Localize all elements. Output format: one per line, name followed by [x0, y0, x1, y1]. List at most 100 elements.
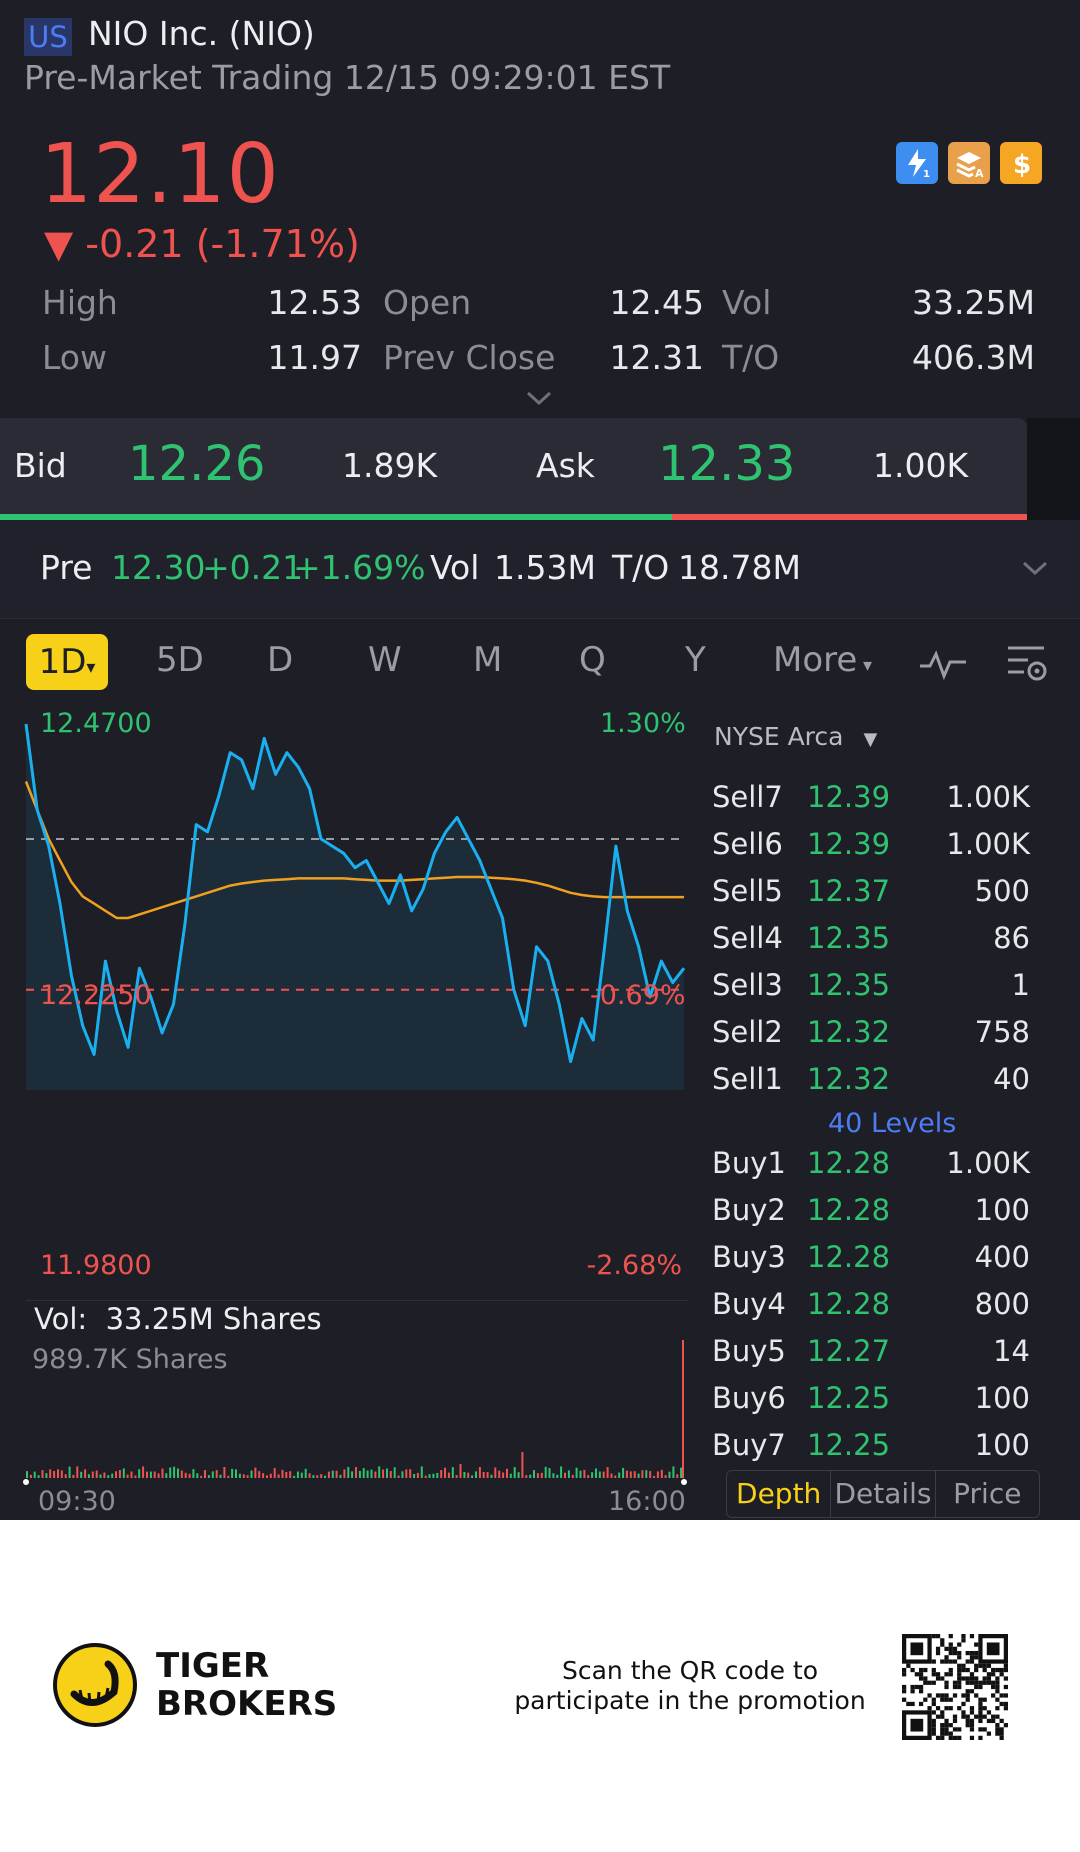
- qr-module: [957, 1650, 962, 1656]
- tab-details[interactable]: Details: [831, 1471, 936, 1517]
- dollar-icon[interactable]: $: [1000, 142, 1042, 184]
- volume-max: 989.7K Shares: [32, 1344, 228, 1375]
- tab-year[interactable]: Y: [685, 640, 706, 680]
- volume-bar: [618, 1472, 621, 1478]
- qr-module: [969, 1676, 975, 1681]
- level-name: Buy2: [712, 1193, 786, 1227]
- qr-module: [965, 1650, 970, 1656]
- time-start-dot: [23, 1479, 29, 1485]
- qr-module: [957, 1655, 962, 1660]
- qr-module: [978, 1727, 983, 1732]
- qr-module: [978, 1684, 983, 1690]
- volume-bar: [622, 1467, 625, 1478]
- volume-bar: [633, 1471, 636, 1478]
- order-book-row[interactable]: Buy6 12.25 100: [712, 1381, 1030, 1415]
- volume-bar: [378, 1466, 381, 1478]
- qr-module: [952, 1680, 958, 1685]
- qr-module: [995, 1684, 1000, 1690]
- order-book-row[interactable]: Buy1 12.28 1.00K: [712, 1146, 1030, 1180]
- tab-week[interactable]: W: [368, 640, 402, 680]
- tab-quarter[interactable]: Q: [579, 640, 606, 680]
- qr-module: [961, 1714, 966, 1719]
- volume-bar: [153, 1471, 156, 1478]
- bid-ask-panel: [0, 418, 1027, 516]
- qr-module: [910, 1701, 915, 1707]
- levels-link[interactable]: 40 Levels: [828, 1108, 957, 1139]
- stock-title: NIO Inc. (NIO): [88, 14, 315, 53]
- order-book-row[interactable]: Buy3 12.28 400: [712, 1240, 1030, 1274]
- volume-bar: [327, 1471, 330, 1478]
- qr-module: [982, 1667, 987, 1673]
- volume-bar: [509, 1473, 512, 1478]
- order-book-row[interactable]: Buy5 12.27 14: [712, 1334, 1030, 1368]
- order-book-row[interactable]: Sell7 12.39 1.00K: [712, 780, 1030, 814]
- qr-module: [935, 1634, 941, 1639]
- level-size: 800: [974, 1287, 1030, 1321]
- qr-module: [969, 1650, 975, 1656]
- volume-bar: [157, 1473, 160, 1478]
- svg-text:A: A: [975, 167, 984, 178]
- qr-module: [991, 1667, 996, 1673]
- qr-module: [948, 1697, 953, 1702]
- qr-module: [948, 1723, 953, 1728]
- expand-stats-chevron-icon[interactable]: [524, 388, 554, 412]
- order-book-row[interactable]: Sell5 12.37 500: [712, 874, 1030, 908]
- tab-price[interactable]: Price: [953, 1477, 1022, 1510]
- order-book-row[interactable]: Buy7 12.25 100: [712, 1428, 1030, 1462]
- volume-bar: [204, 1470, 206, 1478]
- pre-market-row[interactable]: [0, 520, 1080, 619]
- volume-divider: [26, 1300, 688, 1301]
- volume-bar: [598, 1471, 601, 1478]
- order-book-row[interactable]: Buy4 12.28 800: [712, 1287, 1030, 1321]
- tab-5d[interactable]: 5D: [156, 640, 204, 680]
- qr-module: [969, 1680, 975, 1685]
- indicator-wave-icon[interactable]: [918, 644, 968, 688]
- tab-depth[interactable]: Depth: [727, 1471, 832, 1517]
- qr-module: [999, 1735, 1004, 1740]
- qr-module: [969, 1718, 975, 1724]
- volume-bar: [177, 1468, 179, 1478]
- volume-bar: [467, 1472, 470, 1478]
- level-name: Buy4: [712, 1287, 786, 1321]
- qr-module: [902, 1667, 907, 1673]
- pre-expand-chevron-icon[interactable]: [1020, 558, 1050, 582]
- volume-bar: [447, 1472, 450, 1478]
- volume-bar: [529, 1474, 532, 1478]
- order-book-row[interactable]: Sell3 12.35 1: [712, 968, 1030, 1002]
- qr-module: [957, 1676, 962, 1681]
- order-book-row[interactable]: Sell6 12.39 1.00K: [712, 827, 1030, 861]
- level-price: 12.25: [807, 1381, 891, 1415]
- lightning-level1-icon[interactable]: 1: [896, 142, 938, 184]
- volume-bar: [343, 1469, 346, 1478]
- qr-module: [978, 1718, 983, 1724]
- level-size: 500: [974, 874, 1030, 908]
- stack-a-icon[interactable]: A: [948, 142, 990, 184]
- level-size: 100: [974, 1428, 1030, 1462]
- tab-day[interactable]: D: [267, 640, 294, 680]
- average-price-line: [24, 781, 684, 920]
- chart-settings-icon[interactable]: [1004, 642, 1050, 690]
- volume-bar: [126, 1474, 129, 1478]
- qr-module: [978, 1663, 983, 1668]
- order-book-row[interactable]: Sell4 12.35 86: [712, 921, 1030, 955]
- qr-module: [999, 1731, 1004, 1736]
- intraday-chart[interactable]: [0, 700, 700, 1500]
- qr-module: [982, 1714, 987, 1719]
- qr-module: [974, 1680, 979, 1685]
- volume-bar: [629, 1471, 632, 1478]
- order-book-row[interactable]: Sell2 12.32 758: [712, 1015, 1030, 1049]
- exchange-selector[interactable]: NYSE Arca ▼: [714, 722, 878, 751]
- tab-more[interactable]: More ▾: [773, 640, 873, 680]
- chart-bottom-pct: -2.68%: [586, 1250, 682, 1281]
- level-price: 12.37: [807, 874, 891, 908]
- volume-bar: [293, 1475, 296, 1478]
- order-book-row[interactable]: Sell1 12.32 40: [712, 1062, 1030, 1096]
- qr-module: [969, 1672, 975, 1677]
- tab-month[interactable]: M: [473, 640, 503, 680]
- volume-bar: [428, 1474, 431, 1478]
- order-book-row[interactable]: Buy2 12.28 100: [712, 1193, 1030, 1227]
- volume-bar: [579, 1470, 582, 1478]
- tab-1d[interactable]: 1D▾: [26, 634, 108, 690]
- qr-module: [986, 1663, 992, 1668]
- volume-bar: [374, 1471, 377, 1478]
